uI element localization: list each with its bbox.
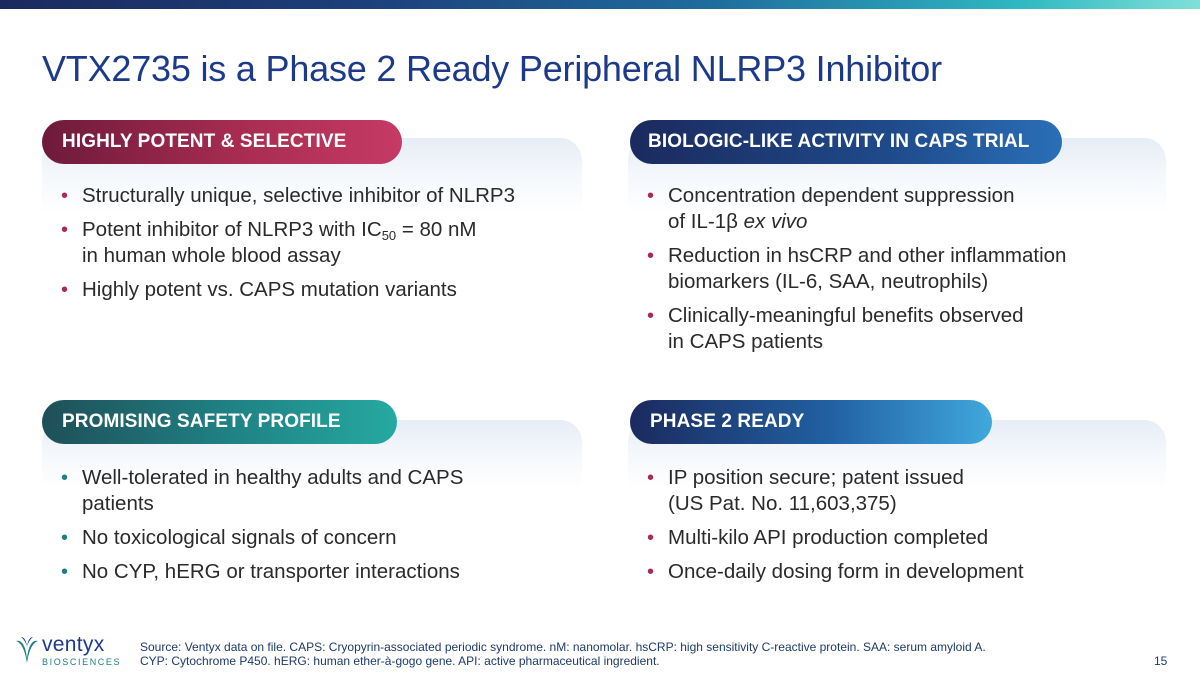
panel-phase2 (628, 420, 1166, 600)
list-item: • Structurally unique, selective inhibito… (61, 184, 515, 207)
top-gradient-bar (0, 0, 1200, 9)
list-item: • Once-daily dosing form in development (647, 560, 1024, 583)
list-item: • Reduction in hsCRP and other inflammati… (647, 244, 1067, 293)
bullet-icon: • (61, 219, 69, 241)
slide-title: VTX2735 is a Phase 2 Ready Peripheral NL… (42, 48, 942, 89)
list-item: • IP position secure; patent issued (US Pa… (647, 466, 964, 515)
panel-potent (42, 138, 582, 338)
ventyx-logo: ventyx BIOSCIENCES (12, 633, 122, 667)
heading-biologic: BIOLOGIC-LIKE ACTIVITY IN CAPS TRIAL (630, 120, 1062, 164)
list-item: • No CYP, hERG or transporter interaction… (61, 560, 460, 583)
bullet-icon: • (61, 561, 69, 583)
panel-safety (42, 420, 582, 600)
bullet-icon: • (61, 279, 69, 301)
bullet-icon: • (647, 467, 655, 489)
bullet-icon: • (647, 245, 655, 267)
source-footnote: Source: Ventyx data on file. CAPS: Cryop… (140, 640, 986, 668)
list-item: • Highly potent vs. CAPS mutation variant… (61, 278, 457, 301)
list-safety: • Well-tolerated in healthy adults and CA… (58, 465, 588, 593)
list-item: • No toxicological signals of concern (61, 526, 397, 549)
list-biologic: • Concentration dependent suppression of I… (644, 183, 1174, 363)
panel-biologic (628, 138, 1166, 338)
bullet-icon: • (61, 527, 69, 549)
page-number: 15 (1154, 654, 1168, 668)
list-item: • Multi-kilo API production completed (647, 526, 989, 549)
list-item: • Well-tolerated in healthy adults and CA… (61, 466, 464, 515)
bullet-icon: • (647, 561, 655, 583)
list-phase2: • IP position secure; patent issued (US Pa… (644, 465, 1174, 593)
heading-potent: HIGHLY POTENT & SELECTIVE (42, 120, 402, 164)
bullet-icon: • (61, 185, 69, 207)
bullet-icon: • (61, 467, 69, 489)
list-potent: • Structurally unique, selective inhibito… (58, 183, 588, 311)
heading-phase2: PHASE 2 READY (630, 400, 992, 444)
list-item: • Clinically-meaningful benefits observed… (647, 304, 1024, 353)
logo-wordmark: ventyx (42, 633, 105, 656)
bullet-icon: • (647, 185, 655, 207)
list-item: • Concentration dependent suppression of I… (647, 184, 1015, 233)
list-item: • Potent inhibitor of NLRP3 with IC50 = 8… (61, 218, 477, 267)
logo-subtitle: BIOSCIENCES (42, 657, 122, 667)
heading-safety: PROMISING SAFETY PROFILE (42, 400, 397, 444)
bullet-icon: • (647, 527, 655, 549)
ventyx-mark-icon (16, 637, 38, 663)
bullet-icon: • (647, 305, 655, 327)
